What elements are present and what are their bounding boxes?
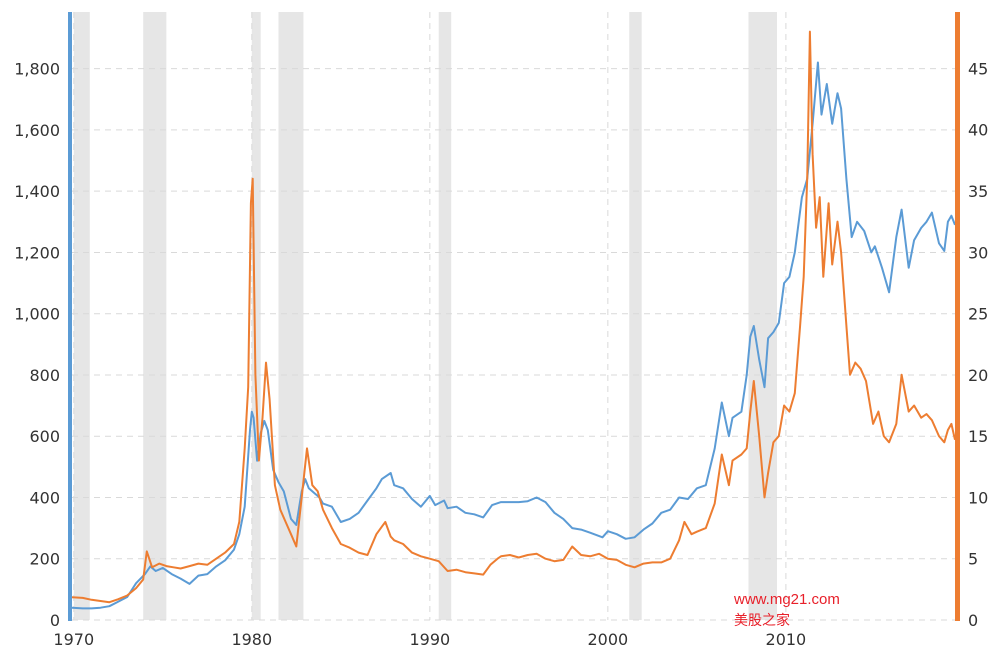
- right-tick-label: 35: [968, 182, 988, 201]
- left-tick-label: 1,000: [14, 305, 60, 324]
- recession-band-4: [438, 12, 452, 620]
- recession-band-5: [629, 12, 642, 620]
- right-tick-label: 45: [968, 59, 988, 78]
- recession-bands: [73, 12, 777, 620]
- left-tick-label: 600: [29, 427, 60, 446]
- right-tick-label: 20: [968, 366, 988, 385]
- left-tick-label: 0: [50, 611, 60, 630]
- x-tick-label: 1990: [409, 630, 450, 649]
- right-tick-label: 15: [968, 427, 988, 446]
- recession-band-2: [251, 12, 261, 620]
- right-axis-bar: [955, 12, 960, 621]
- grid-lines: [72, 12, 955, 621]
- left-tick-label: 1,800: [14, 60, 60, 79]
- series-line-right: [71, 30, 956, 604]
- left-tick-label: 200: [29, 550, 60, 569]
- left-axis-ticks: 0 200 400 600 800 1,000 1,200 1,400 1,600 1,800: [14, 60, 60, 630]
- right-tick-label: 30: [968, 243, 988, 262]
- x-tick-label: 1980: [231, 630, 272, 649]
- watermark-cn: 美股之家: [734, 612, 790, 629]
- right-tick-label: 40: [968, 121, 988, 140]
- left-tick-label: 1,200: [14, 243, 60, 262]
- series-line-left: [71, 61, 956, 610]
- recession-band-1: [143, 12, 167, 620]
- right-tick-label: 5: [968, 550, 978, 569]
- series-lines: [71, 30, 956, 610]
- right-tick-label: 10: [968, 488, 988, 507]
- x-tick-label: 1970: [53, 630, 94, 649]
- x-axis-ticks: 1970 1980 1990 2000 2010: [53, 630, 806, 649]
- left-axis-bar: [68, 12, 72, 621]
- recession-band-0: [73, 12, 90, 620]
- recession-band-6: [748, 12, 777, 620]
- x-tick-label: 2000: [587, 630, 628, 649]
- left-tick-label: 400: [29, 488, 60, 507]
- left-tick-label: 800: [29, 366, 60, 385]
- right-tick-label: 25: [968, 305, 988, 324]
- x-tick-label: 2010: [766, 630, 807, 649]
- left-tick-label: 1,600: [14, 121, 60, 140]
- watermark-url: www.mg21.com: [733, 591, 840, 608]
- right-tick-label: 0: [968, 611, 978, 630]
- left-tick-label: 1,400: [14, 182, 60, 201]
- right-axis-ticks: 0 5 10 15 20 25 30 35 40 45: [968, 59, 988, 630]
- recession-band-3: [278, 12, 304, 620]
